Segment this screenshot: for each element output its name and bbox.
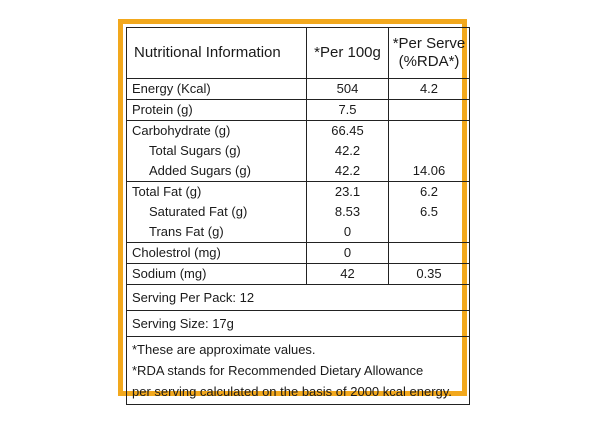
- notes-cell: *These are approximate values. *RDA stan…: [126, 336, 470, 405]
- per-100g-value: 0: [343, 245, 352, 260]
- header-per-serve-label: *Per Serve: [392, 35, 466, 52]
- table-row-total-fat: Total Fat (g) Saturated Fat (g) Trans Fa…: [126, 181, 470, 243]
- row-label: Total Fat (g): [132, 184, 202, 199]
- per-serve-value: [389, 222, 469, 242]
- table-header-row: Nutritional Information *Per 100g *Per S…: [126, 27, 470, 79]
- table-row-cholestrol: Cholestrol (mg) 0: [126, 242, 470, 264]
- header-nutritional-information: Nutritional Information: [126, 27, 307, 79]
- per-serve-value: 0.35: [416, 266, 442, 281]
- per-serve-value: 6.2: [419, 184, 439, 199]
- serving-per-pack: Serving Per Pack: 12: [126, 284, 470, 311]
- nutrition-panel: Nutritional Information *Per 100g *Per S…: [123, 24, 470, 405]
- row-label: Energy (Kcal): [132, 81, 211, 96]
- table-row-carbohydrate: Carbohydrate (g) Total Sugars (g) Added …: [126, 120, 470, 182]
- row-sublabel: Total Sugars (g): [149, 143, 241, 158]
- per-100g-value: 7.5: [338, 102, 357, 117]
- row-sublabel: Added Sugars (g): [149, 163, 251, 178]
- per-100g-value: 23.1: [334, 184, 361, 199]
- serving-size: Serving Size: 17g: [126, 310, 470, 337]
- note-calculation: per serving calculated on the basis of 2…: [132, 384, 452, 399]
- per-serve-value: 4.2: [419, 81, 439, 96]
- row-label: Protein (g): [132, 102, 193, 117]
- per-100g-value: 0: [343, 224, 352, 239]
- row-label: Cholestrol (mg): [132, 245, 221, 260]
- per-serve-value: 14.06: [412, 163, 446, 178]
- notes-row: *These are approximate values. *RDA stan…: [126, 336, 470, 405]
- table-row-sodium: Sodium (mg) 42 0.35: [126, 263, 470, 285]
- row-label: Sodium (mg): [132, 266, 207, 281]
- serving-per-pack-row: Serving Per Pack: 12: [126, 284, 470, 311]
- row-label: Carbohydrate (g): [132, 123, 231, 138]
- table-row-energy: Energy (Kcal) 504 4.2: [126, 78, 470, 100]
- per-serve-value: [389, 141, 469, 161]
- per-100g-value: 42: [340, 266, 355, 281]
- per-serve-value: 6.5: [419, 204, 439, 219]
- nutrition-table: Nutritional Information *Per 100g *Per S…: [126, 27, 470, 405]
- note-rda: *RDA stands for Recommended Dietary Allo…: [132, 363, 424, 378]
- table-row-protein: Protein (g) 7.5: [126, 99, 470, 121]
- nutrition-panel-border: Nutritional Information *Per 100g *Per S…: [118, 19, 470, 405]
- serving-size-row: Serving Size: 17g: [126, 310, 470, 337]
- note-approximate: *These are approximate values.: [132, 342, 316, 357]
- per-100g-value: 66.45: [331, 123, 364, 138]
- per-100g-value: 8.53: [334, 204, 361, 219]
- per-100g-value: 42.2: [334, 163, 361, 178]
- header-rda-label: (%RDA*): [398, 53, 460, 70]
- row-sublabel: Saturated Fat (g): [149, 204, 248, 219]
- per-100g-value: 504: [336, 81, 359, 96]
- header-per-100g: *Per 100g: [306, 27, 389, 79]
- row-sublabel: Trans Fat (g): [149, 224, 224, 239]
- per-serve-value: [389, 121, 469, 141]
- header-per-serve: *Per Serve (%RDA*): [388, 27, 470, 79]
- per-100g-value: 42.2: [334, 143, 361, 158]
